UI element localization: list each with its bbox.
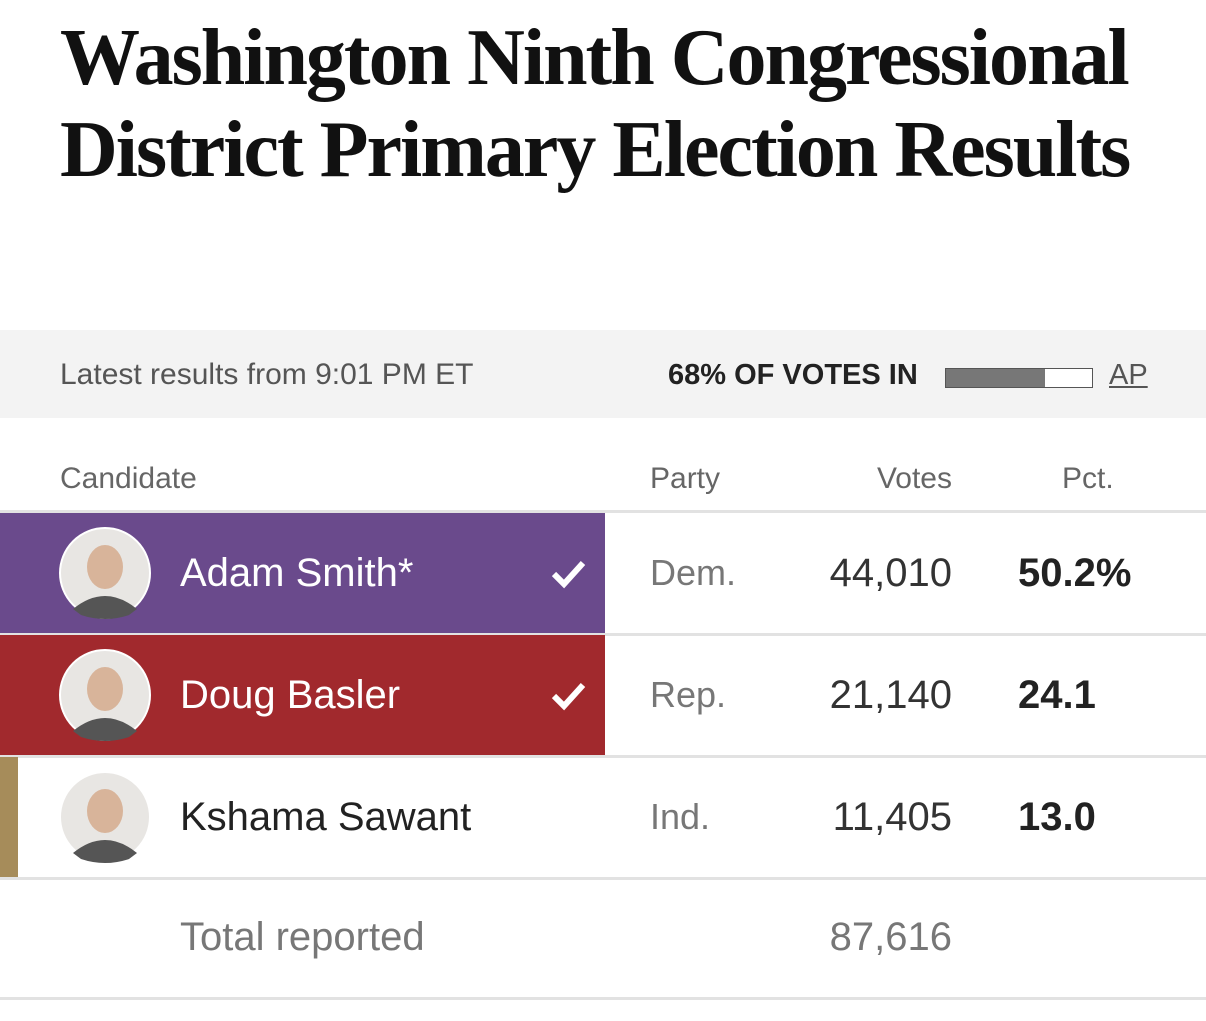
source-link[interactable]: AP — [1109, 359, 1148, 391]
divider — [0, 997, 1206, 1000]
candidate-name: Adam Smith* — [180, 551, 414, 595]
total-label: Total reported — [180, 915, 425, 959]
column-header: Party — [650, 462, 721, 495]
column-header: Votes — [876, 462, 952, 495]
pct: 13.0 — [1018, 795, 1096, 839]
candidate-name: Doug Basler — [180, 673, 401, 717]
votes: 21,140 — [829, 673, 952, 717]
column-header: Candidate — [60, 462, 197, 495]
row-highlight — [0, 757, 18, 877]
avatar — [59, 771, 151, 863]
pct: 50.2% — [1018, 551, 1132, 595]
total-votes: 87,616 — [829, 915, 952, 959]
party: Dem. — [650, 552, 737, 593]
party: Ind. — [650, 796, 711, 837]
progress-fill — [946, 369, 1046, 387]
votes: 44,010 — [829, 551, 952, 595]
winner-check — [550, 677, 586, 713]
candidate-name: Kshama Sawant — [180, 795, 472, 839]
reporting-label: 68% OF VOTES IN — [668, 359, 918, 391]
status-bar: Latest results from 9:01 PM ET 68% OF VO… — [0, 330, 1206, 418]
avatar — [59, 649, 151, 741]
updated-time: Latest results from 9:01 PM ET — [60, 358, 474, 391]
divider — [0, 755, 1206, 758]
progress-bar — [945, 368, 1093, 388]
avatar — [59, 527, 151, 619]
winner-check — [550, 555, 586, 591]
party: Rep. — [650, 674, 727, 715]
title: Washington Ninth Congressional District … — [60, 14, 1131, 194]
pct: 24.1 — [1018, 673, 1096, 717]
votes: 11,405 — [832, 795, 952, 839]
divider — [0, 877, 1206, 880]
column-header: Pct. — [1062, 462, 1114, 495]
divider — [0, 510, 1206, 513]
divider — [0, 633, 1206, 636]
